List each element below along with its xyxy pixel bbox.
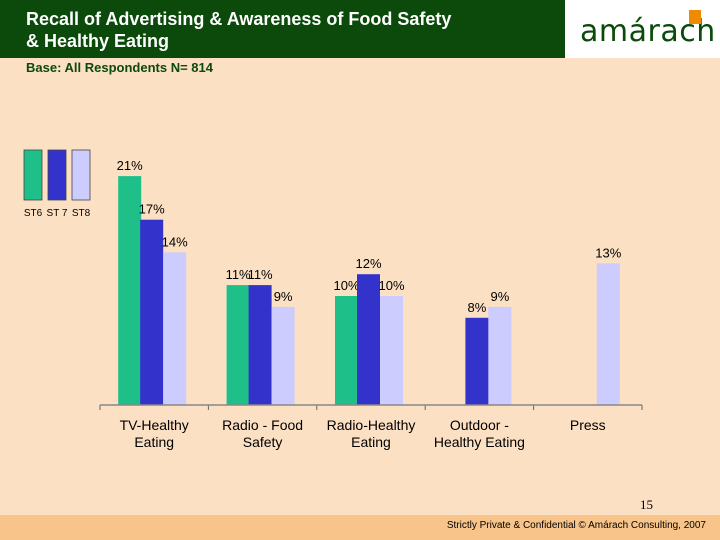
title-line-1: Recall of Advertising & Awareness of Foo… — [26, 9, 452, 29]
data-label-st6-0: 21% — [117, 158, 143, 173]
legend-swatch-1 — [47, 149, 67, 201]
bar-st8-2 — [380, 296, 403, 405]
data-label-st6-1: 11% — [226, 267, 251, 282]
data-label-st8-0: 14% — [162, 234, 188, 249]
data-label-st7-3: 8% — [468, 300, 487, 315]
logo: amárach — [565, 0, 720, 58]
data-label-st8-1: 9% — [274, 289, 293, 304]
bar-st7-1 — [248, 285, 272, 405]
title-line-2: & Healthy Eating — [26, 31, 170, 51]
bar-st8-3 — [488, 306, 512, 405]
logo-mark-icon — [689, 10, 701, 24]
data-label-st8-3: 9% — [491, 289, 510, 304]
page-number: 15 — [640, 497, 653, 512]
legend-label-0: ST6 — [24, 208, 43, 219]
legend-swatch-2 — [71, 149, 91, 201]
bar-st6-1 — [226, 285, 250, 405]
legend-swatch-0 — [23, 149, 43, 201]
bar-st8-4 — [596, 263, 620, 405]
bar-st6-0 — [118, 176, 142, 405]
data-label-st6-2: 10% — [333, 278, 359, 293]
data-label-st7-2: 12% — [355, 256, 381, 271]
category-label-1-1: Safety — [243, 434, 283, 450]
bar-st8-0 — [163, 252, 187, 405]
legend-label-2: ST8 — [72, 208, 91, 219]
category-label-2-0: Radio-Healthy — [327, 417, 416, 433]
category-label-3-0: Outdoor - — [450, 417, 509, 433]
bar-st6-2 — [335, 296, 358, 405]
data-label-st7-1: 11% — [248, 267, 273, 282]
header-bar: Recall of Advertising & Awareness of Foo… — [0, 0, 565, 58]
category-label-1-0: Radio - Food — [222, 417, 303, 433]
bar-st8-1 — [271, 306, 295, 405]
data-label-st7-0: 17% — [139, 202, 165, 217]
bar-st7-2 — [357, 274, 380, 405]
bar-st7-0 — [140, 219, 164, 405]
category-label-3-1: Healthy Eating — [434, 434, 525, 450]
data-label-st8-2: 10% — [378, 278, 404, 293]
category-label-0-1: Eating — [134, 434, 174, 450]
category-label-0-0: TV-Healthy — [120, 417, 189, 433]
category-label-2-1: Eating — [351, 434, 391, 450]
bar-st7-3 — [465, 317, 489, 405]
legend-label-1: ST 7 — [47, 208, 68, 219]
base-note: Base: All Respondents N= 814 — [26, 60, 213, 75]
category-label-4-0: Press — [570, 417, 606, 433]
page-title: Recall of Advertising & Awareness of Foo… — [26, 8, 566, 52]
footer-confidential: Strictly Private & Confidential © Amárac… — [446, 520, 706, 531]
data-label-st8-4: 13% — [595, 245, 621, 260]
footer-bar — [0, 515, 720, 540]
